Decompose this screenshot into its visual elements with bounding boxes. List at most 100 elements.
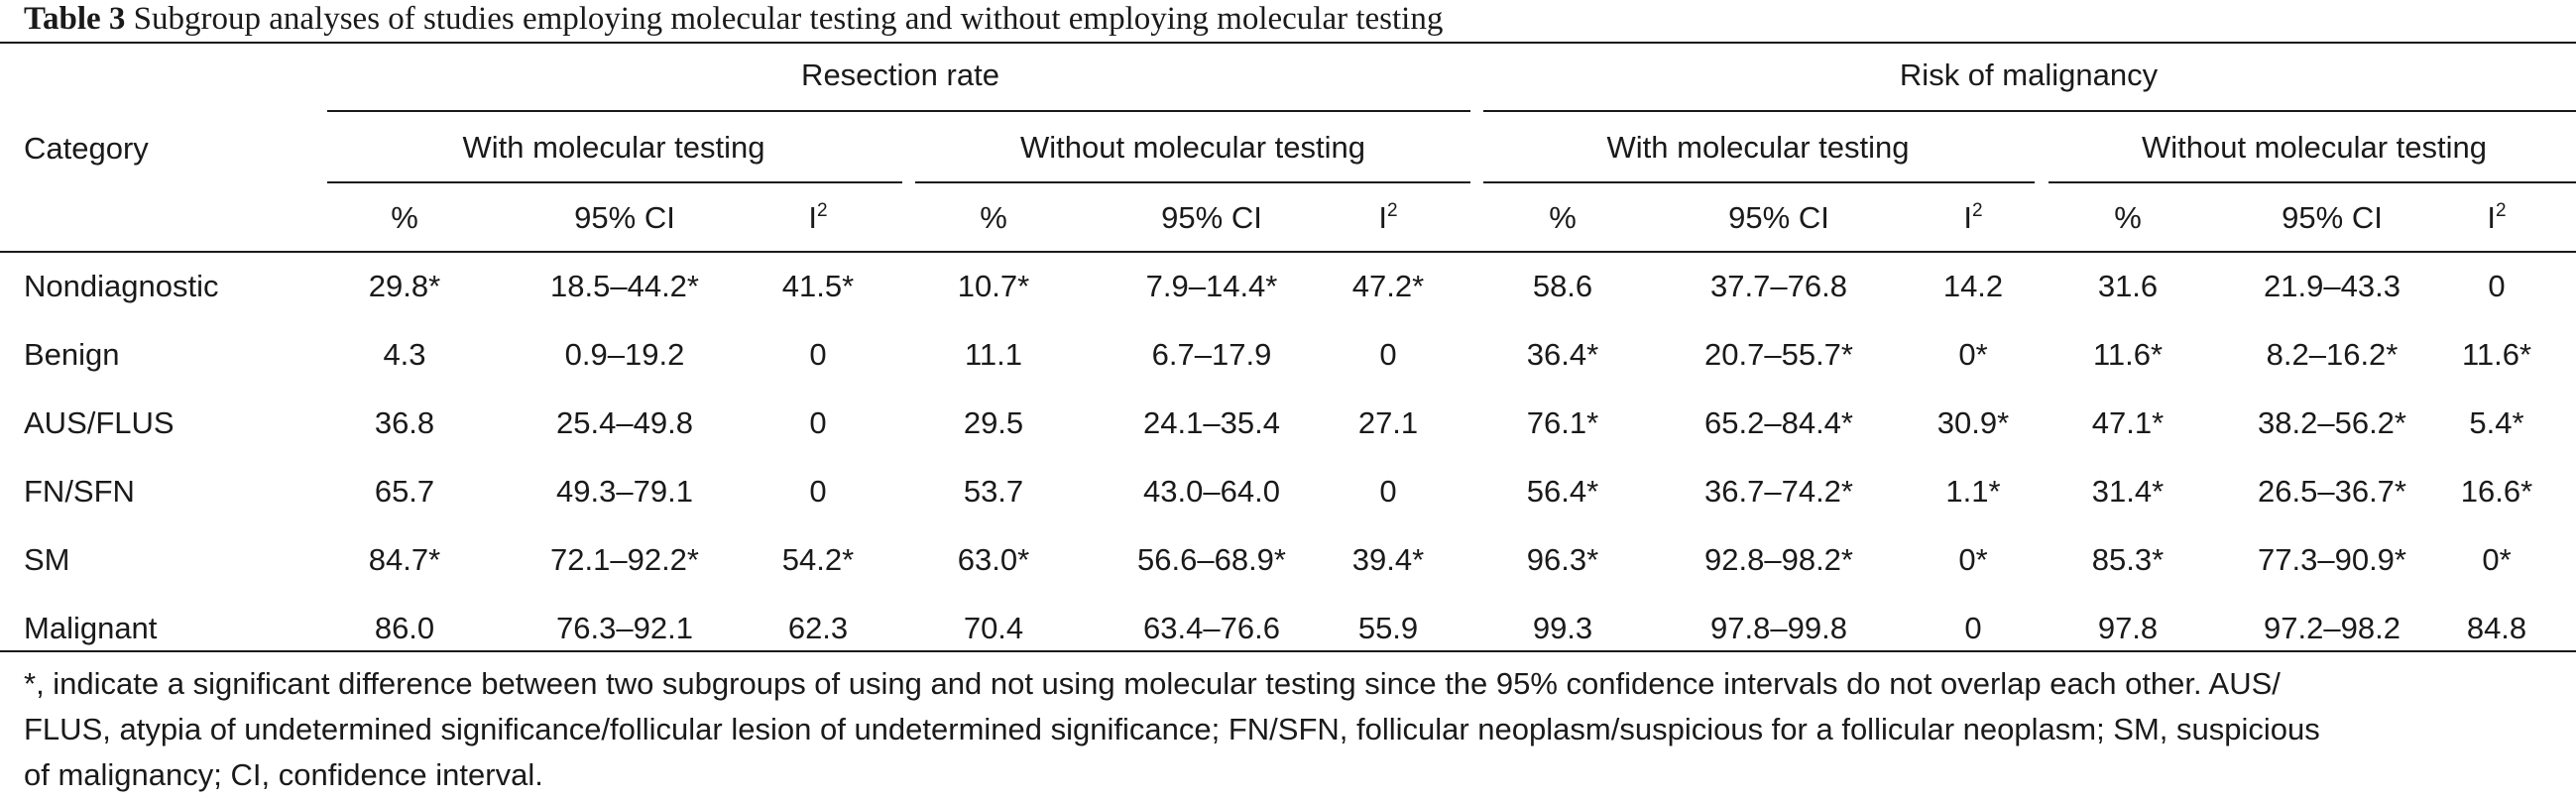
table-caption: Table 3 Subgroup analyses of studies emp… (24, 0, 1443, 40)
table-cell: 29.8* (368, 269, 441, 303)
column-header: I2 (1378, 200, 1397, 241)
column-header-label: % (1549, 200, 1577, 235)
row-category: FN/SFN (24, 474, 135, 509)
table-cell: 0* (1958, 337, 1988, 372)
column-header-label: I (1378, 200, 1388, 235)
table-cell: 72.1–92.2* (550, 542, 699, 577)
bottom-rule (0, 650, 2576, 652)
superscript: 2 (1972, 200, 1983, 221)
group-header-risk-of-malignancy: Risk of malignancy (1899, 57, 2159, 92)
table-cell: 37.7–76.8 (1710, 269, 1847, 303)
table-cell: 53.7 (963, 474, 1024, 509)
column-header-label: I (2487, 200, 2497, 235)
table-cell: 11.1 (964, 337, 1023, 372)
table-cell: 0 (1379, 337, 1397, 372)
table-cell: 49.3–79.1 (556, 474, 693, 509)
group-header-resection-rate: Resection rate (801, 57, 999, 92)
table-cell: 84.8 (2466, 611, 2527, 645)
group-rule-malignancy (1483, 110, 2576, 112)
table-cell: 36.7–74.2* (1704, 474, 1853, 509)
table-cell: 5.4* (2469, 405, 2524, 440)
subgroup-rule (327, 181, 902, 183)
table-cell: 85.3* (2091, 542, 2165, 577)
table-cell: 76.3–92.1 (556, 611, 693, 645)
table-cell: 86.0 (374, 611, 435, 645)
row-category: Malignant (24, 611, 158, 645)
column-header-label: 95% CI (1161, 200, 1262, 235)
table-footnote: *, indicate a significant difference bet… (24, 666, 2320, 792)
table-cell: 99.3 (1532, 611, 1593, 645)
table-cell: 0* (1958, 542, 1988, 577)
table-cell: 4.3 (383, 337, 426, 372)
table-cell: 84.7* (368, 542, 441, 577)
table-cell: 38.2–56.2* (2258, 405, 2406, 440)
table-cell: 30.9* (1936, 405, 2010, 440)
table-cell: 18.5–44.2* (550, 269, 699, 303)
table-cell: 0 (809, 474, 827, 509)
column-header: % (391, 200, 418, 236)
table-cell: 21.9–43.3 (2264, 269, 2400, 303)
subgroup-header: Without molecular testing (1019, 130, 1366, 165)
column-header-label: % (980, 200, 1007, 235)
column-header: 95% CI (1728, 200, 1829, 236)
group-rule-resection (327, 110, 1470, 112)
table-cell: 43.0–64.0 (1143, 474, 1280, 509)
table-cell: 0* (2482, 542, 2512, 577)
row-category: AUS/FLUS (24, 405, 175, 440)
table-cell: 0 (809, 337, 827, 372)
table-cell: 77.3–90.9* (2258, 542, 2406, 577)
table-cell: 56.6–68.9* (1137, 542, 1286, 577)
subgroup-rule (915, 181, 1470, 183)
subgroup-rule (2049, 181, 2576, 183)
table-cell: 10.7* (957, 269, 1030, 303)
table-cell: 47.1* (2091, 405, 2165, 440)
table-cell: 27.1 (1357, 405, 1419, 440)
table-cell: 20.7–55.7* (1704, 337, 1853, 372)
subgroup-header: With molecular testing (462, 130, 765, 165)
subgroup-header: With molecular testing (1606, 130, 1910, 165)
column-header: 95% CI (1161, 200, 1262, 236)
column-header: % (980, 200, 1007, 236)
table-cell: 7.9–14.4* (1145, 269, 1278, 303)
column-header-label: 95% CI (2282, 200, 2383, 235)
column-header: 95% CI (574, 200, 675, 236)
table-cell: 0 (1964, 611, 1982, 645)
category-header: Category (24, 131, 149, 166)
table-cell: 58.6 (1532, 269, 1593, 303)
table-cell: 0 (809, 405, 827, 440)
row-category: Benign (24, 337, 120, 372)
table-cell: 24.1–35.4 (1143, 405, 1280, 440)
table-cell: 25.4–49.8 (556, 405, 693, 440)
row-category: SM (24, 542, 70, 577)
table-cell: 41.5* (781, 269, 855, 303)
table-cell: 8.2–16.2* (2266, 337, 2399, 372)
table-cell: 11.6* (2461, 337, 2532, 372)
table-cell: 31.4* (2091, 474, 2165, 509)
table-cell: 16.6* (2460, 474, 2533, 509)
table-cell: 26.5–36.7* (2258, 474, 2406, 509)
subgroup-header: Without molecular testing (2141, 130, 2488, 165)
table-cell: 14.2 (1942, 269, 2004, 303)
superscript: 2 (1387, 200, 1398, 221)
table-cell: 97.2–98.2 (2264, 611, 2400, 645)
row-category: Nondiagnostic (24, 269, 219, 303)
table-cell: 47.2* (1351, 269, 1425, 303)
column-header: 95% CI (2282, 200, 2383, 236)
column-header-label: 95% CI (1728, 200, 1829, 235)
column-header: I2 (1963, 200, 1982, 241)
subgroup-rule (1483, 181, 2035, 183)
table-cell: 29.5 (963, 405, 1024, 440)
table-cell: 70.4 (963, 611, 1024, 645)
table-cell: 1.1* (1945, 474, 2001, 509)
column-header: % (2114, 200, 2142, 236)
top-rule (0, 42, 2576, 44)
table-cell: 55.9 (1357, 611, 1419, 645)
column-header-label: 95% CI (574, 200, 675, 235)
column-header-label: I (1963, 200, 1973, 235)
header-bottom-rule (0, 251, 2576, 253)
table-cell: 0.9–19.2 (564, 337, 685, 372)
column-header-label: I (808, 200, 818, 235)
table-title: Subgroup analyses of studies employing m… (133, 1, 1444, 37)
table-cell: 31.6 (2097, 269, 2159, 303)
table-label: Table 3 (24, 1, 126, 37)
